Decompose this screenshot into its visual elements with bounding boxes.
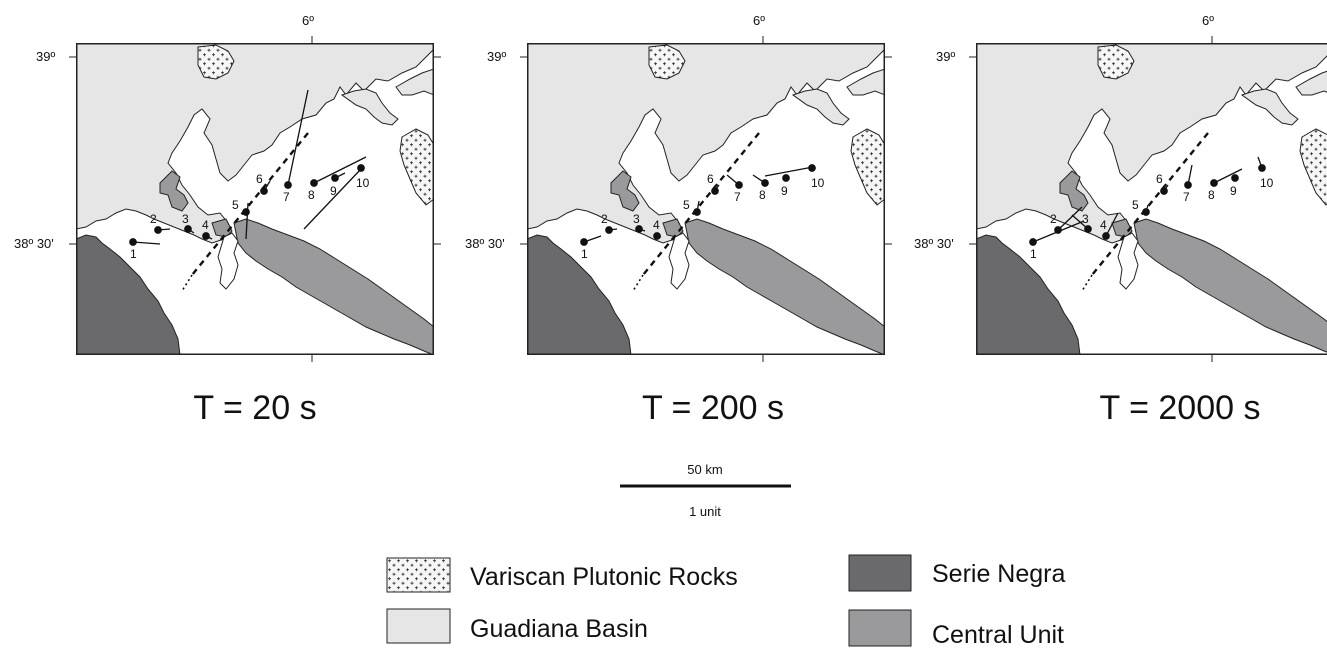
station-label: 3 (633, 212, 640, 226)
station-label: 1 (1030, 247, 1037, 261)
legend: Variscan Plutonic Rocks Guadiana Basin S… (386, 554, 1065, 649)
panel-title: T = 200 s (642, 389, 784, 427)
legend-swatch (848, 609, 912, 647)
station-label: 8 (1208, 188, 1215, 202)
stations-panel-3 (1029, 156, 1266, 246)
legend-item-serie-negra: Serie Negra (848, 554, 1065, 592)
station-label: 4 (202, 218, 209, 232)
station-label: 8 (308, 188, 315, 202)
legend-item-plutonic: Variscan Plutonic Rocks (386, 557, 738, 593)
legend-label: Serie Negra (932, 560, 1065, 588)
station-label: 5 (1132, 198, 1139, 212)
station-label: 8 (759, 188, 766, 202)
station-labels-panel-3: 1 2 3 4 5 6 7 8 9 10 (1030, 172, 1274, 261)
station-label: 9 (1230, 184, 1237, 198)
station-label: 1 (581, 247, 588, 261)
longitude-label: 6º (1202, 13, 1214, 28)
station-label: 2 (601, 212, 608, 226)
legend-swatch (386, 608, 451, 644)
legend-label: Variscan Plutonic Rocks (470, 563, 738, 591)
station-label: 6 (1156, 172, 1163, 186)
station-label: 1 (130, 247, 137, 261)
map-panel-2: 1 2 3 4 5 6 7 8 9 10 (527, 43, 885, 355)
station-label: 5 (232, 198, 239, 212)
latitude-label-mid: 38º 30' (914, 236, 954, 251)
station-label: 2 (150, 212, 157, 226)
station-label: 4 (1100, 218, 1107, 232)
station-label: 2 (1050, 212, 1057, 226)
station-label: 10 (356, 176, 370, 190)
station-label: 7 (734, 190, 741, 204)
longitude-label: 6º (302, 13, 314, 28)
stations-panel-1 (129, 89, 367, 246)
coords-panel-1 (69, 36, 441, 362)
legend-item-central-unit: Central Unit (848, 609, 1064, 649)
scale-unit-label: 1 unit (689, 504, 721, 519)
map-panel-1: 1 2 3 4 5 6 7 8 9 10 (76, 43, 434, 355)
station-label: 10 (811, 176, 825, 190)
station-label: 3 (1082, 212, 1089, 226)
latitude-label-mid: 38º 30' (14, 236, 54, 251)
latitude-label-mid: 38º 30' (465, 236, 505, 251)
station-label: 9 (330, 184, 337, 198)
station-label: 4 (653, 218, 660, 232)
legend-label: Guadiana Basin (470, 615, 648, 643)
latitude-label-top: 39º (936, 49, 955, 64)
longitude-label: 6º (753, 13, 765, 28)
latitude-label-top: 39º (487, 49, 506, 64)
station-label: 5 (683, 198, 690, 212)
coords-panel-2 (520, 36, 892, 362)
latitude-label-top: 39º (36, 49, 55, 64)
map-panel-3: 1 2 3 4 5 6 7 8 9 10 (976, 43, 1327, 355)
station-label: 7 (283, 190, 290, 204)
station-label: 7 (1183, 190, 1190, 204)
station-label: 3 (182, 212, 189, 226)
scale-distance-label: 50 km (687, 462, 722, 477)
station-label: 6 (707, 172, 714, 186)
legend-swatch (386, 557, 451, 593)
station-label: 9 (781, 184, 788, 198)
station-labels-panel-2: 1 2 3 4 5 6 7 8 9 10 (581, 172, 825, 261)
scale-bar: 50 km 1 unit (620, 462, 791, 519)
panel-title: T = 20 s (193, 389, 316, 427)
legend-label: Central Unit (932, 621, 1064, 649)
station-label: 6 (256, 172, 263, 186)
stations-panel-2 (580, 164, 816, 246)
station-label: 10 (1260, 176, 1274, 190)
station-labels-panel-1: 1 2 3 4 5 6 7 8 9 10 (130, 172, 370, 261)
panel-title: T = 2000 s (1100, 389, 1261, 427)
legend-item-guadiana: Guadiana Basin (386, 608, 648, 644)
coords-panel-3 (969, 36, 1213, 362)
legend-swatch (848, 554, 912, 592)
